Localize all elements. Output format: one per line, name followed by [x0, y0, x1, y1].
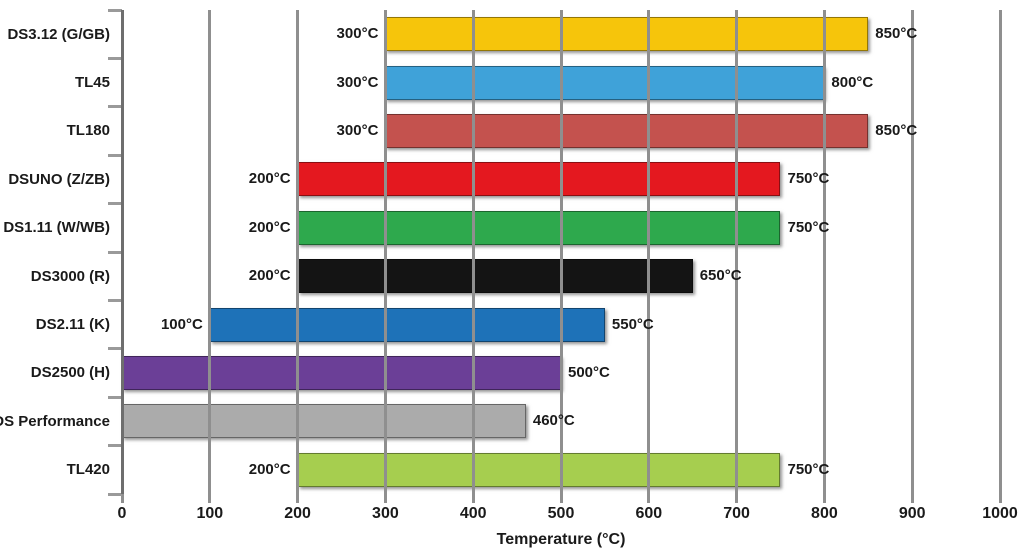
bar-end-label: 460°C [532, 412, 575, 430]
bar-start-label: 200°C [248, 267, 291, 285]
gridline [120, 10, 124, 494]
y-tick [108, 250, 122, 254]
category-label: DS Performance [0, 412, 110, 430]
bar-start-label: 200°C [248, 218, 291, 236]
gridline [296, 10, 300, 494]
y-tick [108, 56, 122, 60]
range-bar [297, 162, 781, 197]
range-bar [385, 65, 825, 100]
category-label: DS3000 (R) [30, 267, 110, 285]
bar-start-label: 300°C [336, 25, 379, 43]
x-tick [735, 494, 739, 503]
x-tick-label: 300 [372, 505, 399, 522]
x-tick [559, 494, 563, 503]
range-bar [122, 356, 561, 390]
x-tick-label: 100 [196, 505, 224, 522]
bar-start-label: 300°C [336, 122, 379, 139]
x-tick-label: 400 [459, 505, 487, 522]
x-tick [120, 494, 124, 503]
range-bar [297, 210, 781, 245]
category-label: TL45 [74, 74, 110, 92]
plot-area: 300°C 850°C 300°C 800°C 300°C 850°C 200°C 750°C… [120, 10, 1002, 494]
gridline [647, 10, 651, 494]
category-label: DSUNO (Z/ZB) [8, 170, 110, 188]
x-tick [910, 494, 914, 503]
bar-end-label: 800°C [831, 73, 874, 91]
range-bar [385, 17, 869, 52]
gridline [471, 10, 475, 494]
range-bar [385, 114, 869, 148]
x-tick-label: 1000 [982, 505, 1018, 522]
bar-end-label: 750°C [787, 460, 830, 478]
bar-end-label: 750°C [787, 170, 830, 188]
category-label: TL180 [66, 122, 110, 140]
category-label: DS1.11 (W/WB) [3, 219, 110, 237]
gridline [383, 10, 387, 494]
gridline [822, 10, 826, 494]
gridline [998, 10, 1002, 494]
bar-start-label: 200°C [248, 460, 291, 478]
bar-end-label: 850°C [875, 25, 918, 43]
bar-end-label: 550°C [611, 315, 654, 333]
range-bar [297, 452, 781, 487]
y-tick [108, 347, 122, 351]
x-tick-label: 500 [547, 505, 575, 522]
category-label: DS2.11 (K) [35, 316, 110, 334]
y-tick [108, 298, 122, 302]
y-tick [108, 105, 122, 109]
x-tick-label: 900 [898, 505, 926, 522]
x-axis-title: Temperature (°C) [496, 531, 626, 548]
bar-start-label: 200°C [248, 170, 291, 188]
bar-start-label: 300°C [336, 73, 379, 91]
x-tick-label: 800 [811, 505, 838, 522]
range-bar [122, 404, 526, 439]
bar-end-label: 750°C [787, 218, 830, 236]
x-tick [296, 494, 300, 503]
range-bar [209, 307, 605, 342]
y-tick [108, 444, 122, 448]
category-label: DS2500 (H) [30, 364, 110, 382]
x-tick [822, 494, 826, 503]
bar-end-label: 850°C [875, 122, 918, 139]
x-tick-label: 700 [723, 505, 750, 522]
x-tick-label: 0 [117, 505, 127, 522]
gridline [559, 10, 563, 494]
x-tick-label: 200 [284, 505, 311, 522]
y-tick [108, 492, 122, 496]
category-label: DS3.12 (G/GB) [7, 25, 110, 43]
y-tick [108, 395, 122, 399]
x-tick [383, 494, 387, 503]
gridline [910, 10, 914, 494]
x-tick [471, 494, 475, 503]
x-tick [208, 494, 212, 503]
bar-end-label: 500°C [568, 364, 610, 381]
bar-end-label: 650°C [699, 267, 742, 285]
x-tick-label: 600 [635, 505, 663, 522]
y-tick [108, 202, 122, 206]
y-tick [108, 153, 122, 157]
category-label: TL420 [66, 461, 110, 479]
bar-start-label: 100°C [160, 315, 203, 333]
x-tick [998, 494, 1002, 503]
y-tick [108, 8, 122, 12]
gridline [735, 10, 739, 494]
gridline [208, 10, 212, 494]
x-tick [647, 494, 651, 503]
range-bar [297, 259, 693, 294]
